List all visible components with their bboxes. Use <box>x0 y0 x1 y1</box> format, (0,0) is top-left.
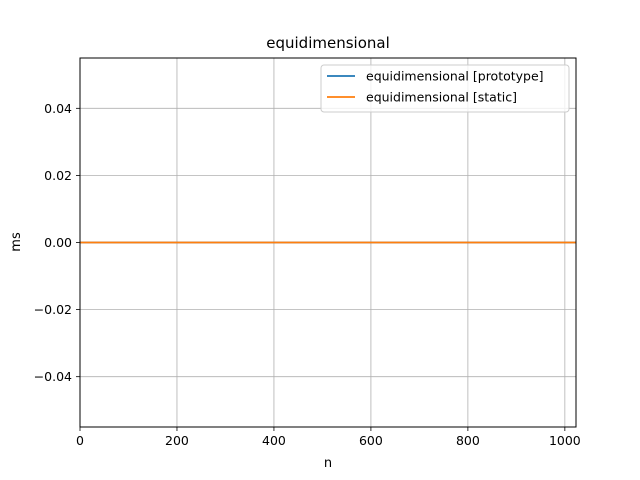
x-tick-label: 800 <box>456 433 480 448</box>
y-tick-label: 0.00 <box>44 235 72 250</box>
x-tick-label: 1000 <box>549 433 581 448</box>
x-tick-label: 200 <box>165 433 189 448</box>
x-tick-label: 400 <box>262 433 286 448</box>
x-axis-label: n <box>324 456 332 471</box>
x-tick-label: 600 <box>359 433 383 448</box>
y-tick-label: −0.04 <box>34 369 72 384</box>
legend-label-1: equidimensional [prototype] <box>366 69 544 84</box>
legend-box <box>320 64 570 113</box>
x-tick-label: 0 <box>76 433 84 448</box>
legend: equidimensional [prototype] equidimension… <box>320 64 570 113</box>
x-ticks: 0 200 400 600 800 1000 <box>76 427 581 448</box>
y-tick-label: 0.02 <box>44 168 72 183</box>
y-axis-label: ms <box>9 232 24 252</box>
chart-title: equidimensional <box>266 34 390 52</box>
y-tick-label: 0.04 <box>44 101 72 116</box>
y-ticks: −0.04 −0.02 0.00 0.02 0.04 <box>34 101 80 384</box>
y-tick-label: −0.02 <box>34 302 72 317</box>
legend-label-2: equidimensional [static] <box>366 90 517 105</box>
